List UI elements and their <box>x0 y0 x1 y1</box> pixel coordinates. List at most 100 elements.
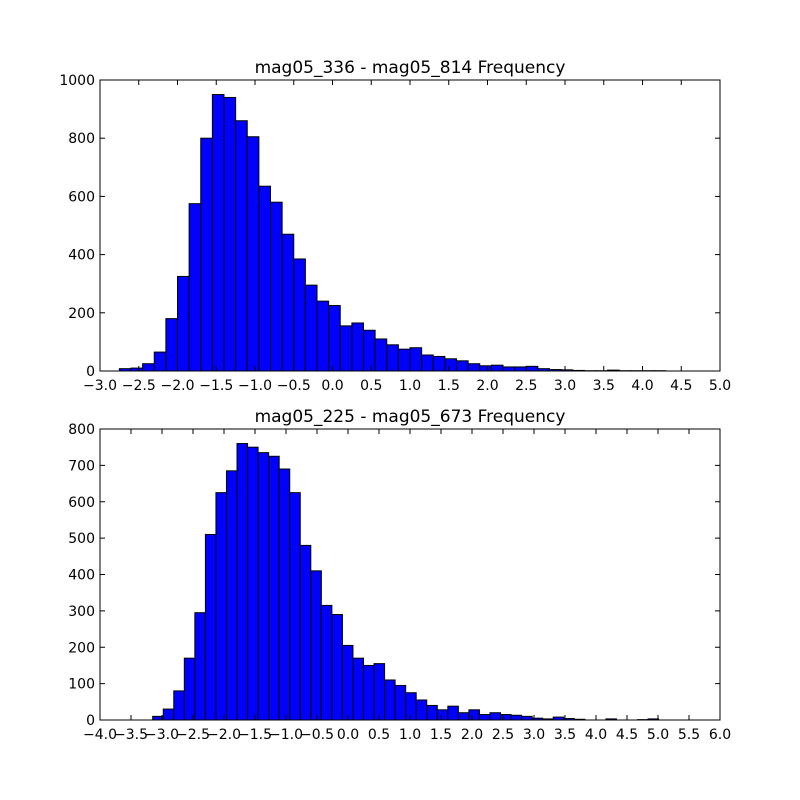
histogram-bar <box>257 452 270 721</box>
histogram-bar <box>235 120 248 372</box>
histogram-bar <box>211 94 225 372</box>
histogram-bar <box>258 185 271 372</box>
histogram-bar <box>281 233 295 372</box>
histogram-bar <box>386 344 399 372</box>
histogram-bar <box>444 358 457 372</box>
histogram-bar <box>328 305 341 372</box>
y-tick-label: 0 <box>86 364 95 380</box>
x-tick-label: 5.0 <box>647 727 669 743</box>
histogram-bar <box>200 137 213 372</box>
histogram-bar <box>165 318 178 372</box>
histogram-bar <box>183 657 196 721</box>
x-tick-label: −2.5 <box>176 727 210 743</box>
histogram-bar <box>162 708 175 721</box>
x-tick-label: −0.5 <box>277 378 311 394</box>
histogram-bar <box>142 363 155 372</box>
histogram-bar <box>502 366 516 372</box>
histogram-bar <box>373 663 386 721</box>
histogram-bar <box>153 351 167 372</box>
x-tick-label: −1.5 <box>238 727 272 743</box>
histogram-bar <box>525 365 539 372</box>
histogram-bar <box>415 699 428 721</box>
x-tick-label: 0.5 <box>368 727 390 743</box>
histogram-bar <box>514 366 527 372</box>
x-tick-label: 3.0 <box>523 727 545 743</box>
histogram-bar <box>467 363 481 372</box>
histogram-bar <box>432 355 446 372</box>
histogram-bar <box>177 275 190 372</box>
histogram-bar <box>194 612 206 721</box>
x-tick-label: 5.5 <box>678 727 700 743</box>
x-tick-label: −3.0 <box>83 378 117 394</box>
y-tick-label: 200 <box>68 306 95 322</box>
x-tick-label: 1.0 <box>399 378 421 394</box>
histogram-bar <box>394 684 407 721</box>
histogram-bar <box>447 705 459 721</box>
histogram-bar <box>405 692 417 721</box>
top-bars <box>118 94 667 372</box>
x-tick-label: 4.5 <box>616 727 638 743</box>
histogram-bar <box>456 360 469 372</box>
top-chart-title: mag05_336 - mag05_814 Frequency <box>255 58 566 78</box>
x-tick-label: −1.5 <box>199 378 233 394</box>
histogram-bar <box>363 329 376 372</box>
histogram-bar <box>247 446 259 721</box>
x-tick-label: 0.0 <box>337 727 359 743</box>
histogram-bar <box>352 657 364 721</box>
histogram-bar <box>225 470 238 721</box>
histogram-bar <box>278 468 291 721</box>
histogram-bar <box>478 714 491 721</box>
bottom-plot-frame <box>99 428 721 721</box>
x-tick-label: 3.0 <box>554 378 576 394</box>
y-tick-label: 600 <box>68 189 95 205</box>
histogram-bar <box>320 604 333 721</box>
histogram-bar <box>426 704 438 721</box>
x-tick-label: −1.0 <box>238 378 272 394</box>
histogram-bar <box>310 570 322 721</box>
histogram-bar <box>188 203 202 372</box>
y-tick-label: 100 <box>68 677 95 693</box>
histogram-bar <box>215 492 227 721</box>
x-tick-label: 4.5 <box>670 378 692 394</box>
x-tick-label: 2.0 <box>461 727 483 743</box>
histogram-bar <box>331 614 343 721</box>
histogram-bar <box>457 712 470 721</box>
histogram-bar <box>421 354 434 372</box>
histogram-bar <box>374 338 388 372</box>
bottom-axes-ticks: −4.0−3.5−3.0−2.5−2.0−1.5−1.0−0.5 0.0 0.5 1.… <box>68 422 731 743</box>
top-histogram: mag05_336 - mag05_814 Frequency −3.0 −2.5… <box>59 58 731 394</box>
histogram-bar <box>293 258 306 372</box>
x-tick-label: 1.5 <box>430 727 452 743</box>
histogram-bar <box>299 544 312 721</box>
histogram-bar <box>479 365 492 372</box>
x-tick-label: 2.5 <box>515 378 537 394</box>
y-tick-label: 200 <box>68 640 95 656</box>
x-tick-label: 2.0 <box>476 378 498 394</box>
histogram-bar <box>246 136 260 372</box>
histogram-bar <box>339 325 353 372</box>
bottom-bars <box>152 443 660 721</box>
y-tick-label: 0 <box>86 713 95 729</box>
x-tick-label: 6.0 <box>709 727 731 743</box>
histogram-bar <box>436 709 449 721</box>
histogram-bar <box>510 714 523 721</box>
x-tick-label: −1.0 <box>269 727 303 743</box>
histogram-bar <box>268 455 280 721</box>
x-tick-label: 4.0 <box>585 727 607 743</box>
histogram-bar <box>489 712 502 721</box>
x-tick-label: 1.0 <box>399 727 421 743</box>
x-tick-label: 3.5 <box>593 378 615 394</box>
y-tick-label: 300 <box>68 604 95 620</box>
histogram-bar <box>236 443 249 721</box>
x-tick-label: 0.5 <box>360 378 382 394</box>
histogram-bar <box>521 715 533 721</box>
bottom-histogram: mag05_225 - mag05_673 Frequency −4.0−3.5… <box>68 407 731 743</box>
y-tick-label: 1000 <box>59 73 95 89</box>
x-tick-label: 0.0 <box>321 378 343 394</box>
bottom-chart-title: mag05_225 - mag05_673 Frequency <box>255 407 566 427</box>
histogram-bar <box>468 709 480 721</box>
y-tick-label: 500 <box>68 531 95 547</box>
histogram-bar <box>500 714 512 721</box>
x-tick-label: −2.5 <box>122 378 156 394</box>
